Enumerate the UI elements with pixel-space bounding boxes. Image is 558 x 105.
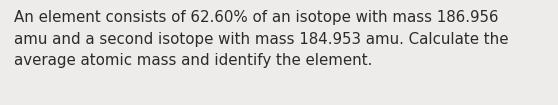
Text: An element consists of 62.60% of an isotope with mass 186.956
amu and a second i: An element consists of 62.60% of an isot…: [14, 10, 508, 68]
